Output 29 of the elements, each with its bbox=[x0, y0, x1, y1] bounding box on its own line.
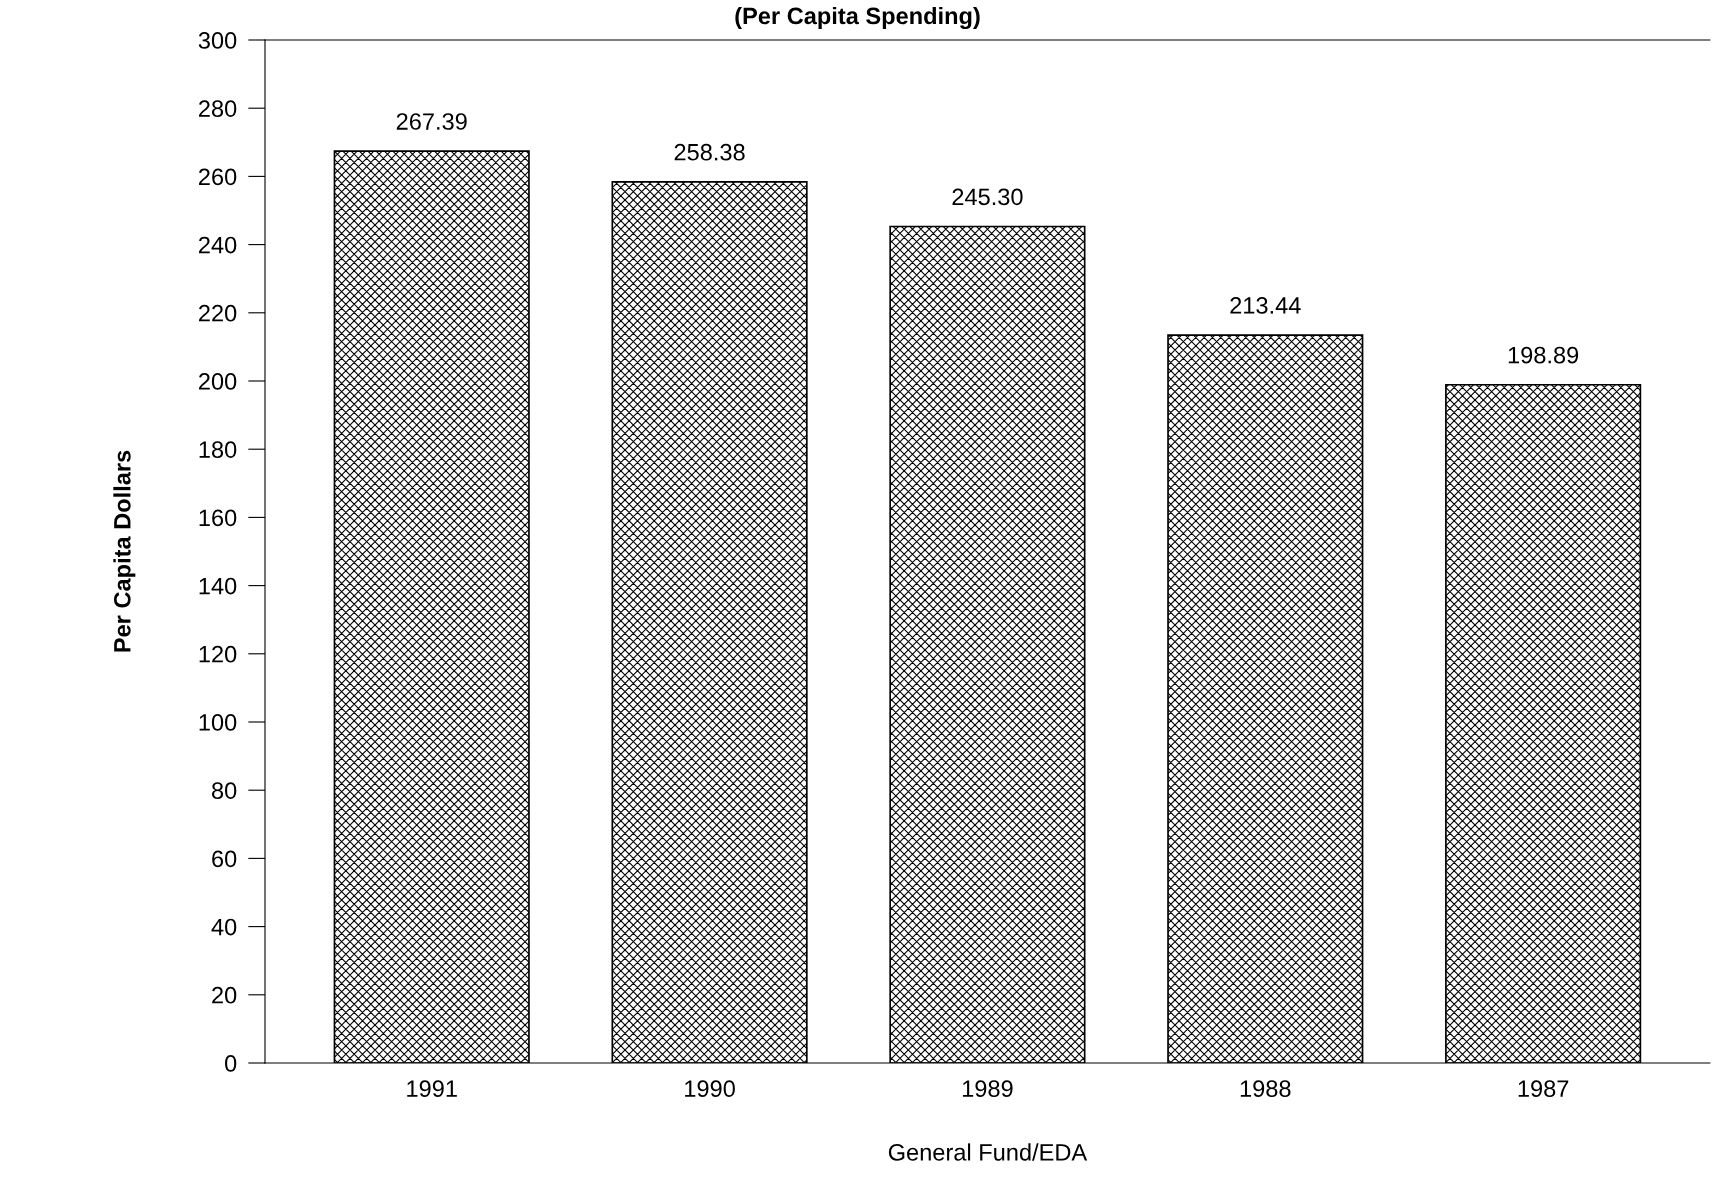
y-tick-label: 200 bbox=[199, 373, 237, 390]
data-label: 267.39 bbox=[396, 113, 467, 130]
chart-subtitle: (Per Capita Spending) bbox=[735, 6, 980, 30]
data-label: 258.38 bbox=[674, 143, 745, 161]
y-tick-label: 60 bbox=[212, 850, 237, 868]
data-label: 245.30 bbox=[952, 188, 1023, 206]
x-tick-label: 1989 bbox=[962, 1080, 1013, 1098]
x-tick-label: 1991 bbox=[407, 1080, 457, 1098]
x-tick-label: 1990 bbox=[685, 1080, 735, 1098]
y-tick-label: 100 bbox=[199, 714, 237, 731]
x-tick-label: 1987 bbox=[1518, 1080, 1569, 1098]
y-tick-label: 160 bbox=[199, 509, 237, 527]
y-tick-label: 260 bbox=[199, 168, 237, 186]
y-tick-label: 300 bbox=[198, 32, 237, 49]
y-tick-label: 240 bbox=[199, 236, 237, 254]
y-tick-label: 220 bbox=[199, 304, 237, 322]
y-tick-label: 0 bbox=[225, 1055, 237, 1072]
x-axis-title: General Fund/EDA bbox=[888, 1143, 1088, 1161]
y-tick-label: 180 bbox=[199, 441, 237, 458]
x-tick-label: 1988 bbox=[1240, 1080, 1291, 1098]
y-tick-label: 280 bbox=[199, 100, 237, 117]
data-label: 198.89 bbox=[1508, 346, 1579, 364]
y-tick-label: 120 bbox=[199, 645, 237, 663]
y-tick-label: 40 bbox=[211, 918, 237, 936]
data-label: 213.44 bbox=[1230, 297, 1301, 314]
y-axis-title: Per Capita Dollars bbox=[113, 450, 136, 652]
y-tick-label: 80 bbox=[211, 782, 237, 799]
y-tick-label: 20 bbox=[212, 986, 237, 1004]
y-tick-label: 140 bbox=[199, 577, 237, 595]
